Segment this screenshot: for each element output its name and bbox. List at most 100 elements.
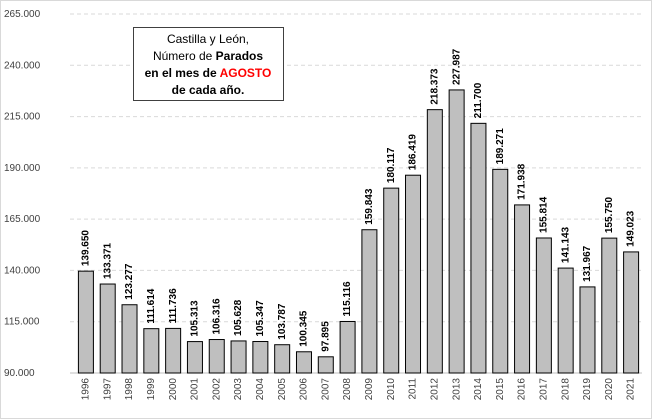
value-label: 123.277: [124, 263, 135, 300]
value-label: 133.371: [102, 242, 113, 279]
x-tick-label: 2015: [495, 378, 506, 401]
bar: [274, 344, 291, 374]
x-tick-label: 1997: [102, 378, 113, 401]
x-tick-label: 2020: [604, 378, 615, 401]
value-label: 105.313: [190, 300, 201, 337]
x-tick-label: 2003: [233, 378, 244, 401]
bar: [448, 89, 465, 374]
value-label: 186.419: [408, 134, 419, 171]
value-label: 149.023: [626, 210, 637, 247]
value-label: 218.373: [429, 68, 440, 105]
bar: [623, 251, 640, 374]
x-tick-label: 1996: [81, 378, 92, 401]
x-tick-label: 2004: [255, 378, 266, 401]
bar: [514, 204, 531, 374]
bar: [230, 340, 247, 374]
bar: [99, 283, 116, 374]
title-part: en el mes de: [145, 66, 217, 80]
value-label: 189.271: [495, 128, 506, 165]
x-tick-label: 2011: [408, 378, 419, 400]
value-label: 141.143: [560, 226, 571, 263]
value-label: 227.987: [451, 48, 462, 85]
bar: [535, 237, 552, 374]
x-tick-label: 2010: [386, 378, 397, 401]
bar: [252, 341, 269, 374]
x-tick-label: 2008: [342, 378, 353, 401]
value-label: 100.345: [299, 310, 310, 347]
bar: [295, 351, 312, 374]
plot: 90.000 115.000 140.000 165.000 190.000 215.00…: [4, 9, 642, 400]
bar: [317, 356, 334, 374]
value-label: 211.700: [473, 82, 484, 118]
y-tick-label: 165.000: [4, 214, 41, 225]
title-part: de cada año.: [172, 83, 245, 97]
bar: [579, 286, 596, 374]
bar: [121, 304, 138, 374]
title-part: Parados: [216, 49, 264, 63]
bar: [557, 267, 574, 374]
title-line: de cada año.: [172, 83, 245, 97]
x-tick-label: 2001: [190, 378, 201, 401]
bar: [470, 122, 487, 374]
y-tick-label: 215.000: [4, 112, 41, 123]
bar: [208, 339, 225, 374]
value-label: 131.967: [582, 245, 593, 282]
value-label: 115.116: [342, 281, 353, 316]
bar: [426, 109, 443, 374]
x-tick-label: 2016: [517, 378, 528, 401]
title-box: [133, 27, 284, 101]
x-tick-label: 2019: [582, 378, 593, 401]
x-tick-label: 2007: [320, 378, 331, 401]
title-line: Castilla y León,: [167, 32, 249, 46]
y-tick-label: 265.000: [4, 9, 41, 20]
x-tick-label: 2009: [364, 378, 375, 401]
x-tick-label: 1998: [124, 378, 135, 401]
value-label: 155.750: [604, 197, 615, 234]
title-part: AGOSTO: [220, 66, 272, 80]
bar: [383, 187, 400, 374]
y-tick-label: 190.000: [4, 163, 41, 174]
value-label: 111.736: [168, 288, 179, 323]
x-tick-label: 2000: [168, 378, 179, 401]
value-label: 105.347: [255, 300, 266, 337]
x-tick-label: 2006: [299, 378, 310, 401]
value-label: 111.614: [146, 288, 157, 323]
x-tick-label: 2017: [539, 378, 550, 401]
title-line: Número de Parados: [153, 49, 263, 63]
y-tick-label: 90.000: [4, 368, 35, 379]
y-tick-label: 115.000: [4, 317, 40, 328]
bar: [143, 328, 160, 374]
bar: [361, 229, 378, 374]
value-label: 106.316: [211, 298, 222, 335]
value-label: 139.650: [81, 230, 92, 267]
x-tick-label: 2002: [211, 378, 222, 401]
value-label: 103.787: [277, 303, 288, 340]
title-part: Castilla y León,: [167, 32, 249, 46]
bar: [339, 320, 356, 374]
x-tick-label: 2014: [473, 378, 484, 401]
bar: [601, 237, 618, 374]
value-label: 171.938: [517, 163, 528, 200]
value-label: 155.814: [539, 196, 550, 233]
y-tick-label: 140.000: [4, 265, 41, 276]
bar: [492, 168, 509, 374]
bar: [165, 327, 182, 374]
x-tick-label: 1999: [146, 378, 157, 401]
bar: [405, 174, 422, 374]
y-tick-label: 240.000: [4, 60, 41, 71]
bar: [77, 270, 94, 374]
value-label: 97.895: [320, 321, 331, 352]
x-tick-label: 2012: [429, 378, 440, 401]
title-part: Número de: [153, 49, 213, 63]
value-label: 159.843: [364, 188, 375, 225]
x-tick-label: 2021: [626, 378, 637, 401]
value-label: 105.628: [233, 299, 244, 336]
bar: [186, 341, 203, 374]
x-tick-label: 2013: [451, 378, 462, 401]
title-line: en el mes de AGOSTO: [145, 66, 272, 80]
x-tick-label: 2018: [560, 378, 571, 401]
x-tick-label: 2005: [277, 378, 288, 401]
value-label: 180.117: [386, 147, 397, 183]
